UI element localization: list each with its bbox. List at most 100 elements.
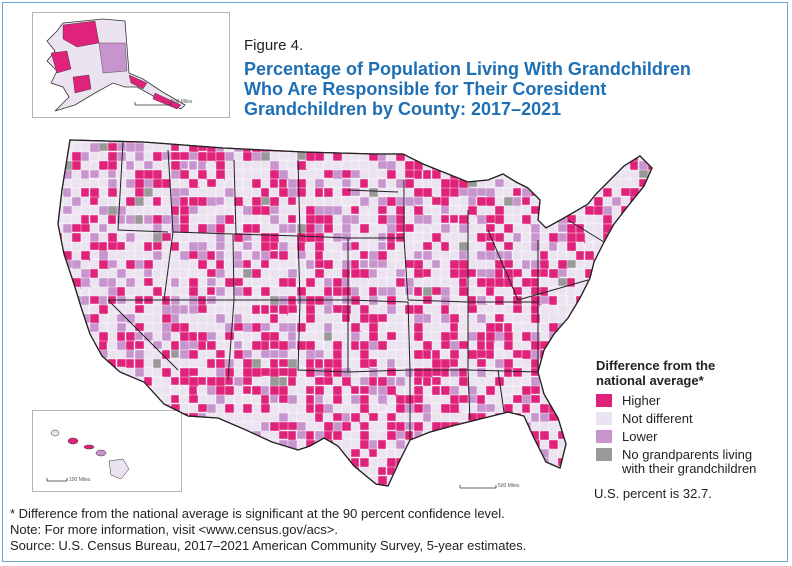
county-cell [305, 358, 315, 370]
county-cell [548, 376, 558, 386]
county-cell [395, 322, 405, 333]
county-cell [386, 196, 397, 208]
county-cell [494, 430, 507, 442]
county-cell [197, 178, 207, 188]
county-cell [89, 448, 99, 461]
county-cell [278, 140, 289, 143]
county-cell [134, 367, 146, 378]
county-cell [287, 457, 300, 468]
county-cell [512, 277, 524, 288]
county-cell [377, 241, 387, 251]
county-cell [521, 151, 534, 161]
county-cell [368, 286, 378, 298]
county-cell [125, 475, 135, 486]
county-cell [215, 358, 227, 370]
county-cell [575, 250, 585, 262]
county-cell [98, 457, 109, 467]
county-cell [323, 358, 335, 369]
county-cell [215, 457, 228, 467]
county-cell [89, 241, 101, 251]
county-cell [449, 322, 459, 333]
county-cell [566, 466, 576, 479]
county-cell [566, 151, 578, 163]
county-cell [413, 340, 425, 350]
county-cell [395, 484, 407, 486]
county-cell [566, 457, 578, 470]
county-cell [557, 259, 569, 270]
legend-items: Higher Not different Lower No grandparen… [596, 394, 786, 476]
county-cell [629, 232, 639, 244]
county-cell [89, 421, 102, 433]
county-cell [107, 259, 119, 269]
county-cell [440, 475, 453, 486]
county-cell [530, 223, 541, 234]
county-cell [548, 349, 561, 359]
county-cell [89, 367, 99, 377]
county-cell [179, 349, 191, 360]
county-cell [566, 430, 576, 442]
county-cell [467, 151, 478, 164]
county-cell [206, 430, 216, 440]
county-cell [503, 142, 513, 153]
county-cell [323, 448, 333, 459]
county-cell [314, 349, 325, 359]
county-cell [269, 232, 280, 244]
county-cell [512, 151, 523, 164]
county-cell [449, 457, 459, 468]
county-cell [539, 196, 550, 207]
county-cell [287, 376, 297, 387]
county-cell [332, 205, 344, 216]
county-cell [341, 484, 354, 486]
county-cell [314, 331, 325, 343]
county-cell [584, 322, 597, 333]
county-cell [89, 259, 101, 271]
county-cell [80, 358, 90, 371]
county-cell [557, 331, 568, 343]
county-cell [458, 466, 471, 479]
county-cell [521, 169, 534, 182]
county-cell [206, 421, 219, 432]
county-cell [242, 394, 252, 406]
county-cell [350, 403, 362, 414]
county-cell [557, 196, 568, 207]
county-cell [278, 313, 288, 324]
county-cell [134, 448, 145, 458]
county-cell [431, 196, 442, 206]
county-cell [125, 169, 136, 180]
county-cell [71, 439, 82, 450]
county-cell [260, 205, 271, 217]
county-cell [125, 286, 137, 297]
county-cell [539, 421, 550, 433]
map-legend: Difference from the national average* Hi… [596, 358, 786, 476]
county-cell [548, 142, 560, 153]
county-cell [485, 421, 497, 431]
county-cell [107, 268, 119, 279]
county-cell [368, 403, 380, 414]
county-cell [116, 286, 126, 298]
hawaii-island-big-island [108, 458, 130, 480]
county-cell [341, 268, 351, 279]
county-cell [305, 214, 317, 225]
county-cell [125, 430, 136, 442]
county-cell [143, 268, 153, 278]
county-cell [98, 376, 110, 387]
county-cell [89, 178, 99, 190]
county-cell [62, 430, 72, 443]
county-cell [521, 367, 531, 378]
county-cell [260, 466, 270, 476]
county-cell [269, 277, 279, 287]
county-cell [269, 223, 279, 234]
county-cell [611, 349, 624, 359]
county-cell [350, 331, 361, 342]
county-cell [503, 439, 515, 449]
county-cell [657, 152, 667, 162]
county-cell [152, 430, 164, 441]
county-cell [413, 376, 423, 386]
county-cell [485, 196, 497, 208]
county-cell [233, 358, 243, 370]
county-cell [657, 188, 668, 196]
county-cell [332, 322, 343, 332]
county-cell [269, 322, 280, 333]
county-cell [215, 160, 227, 171]
county-cell [413, 142, 423, 154]
